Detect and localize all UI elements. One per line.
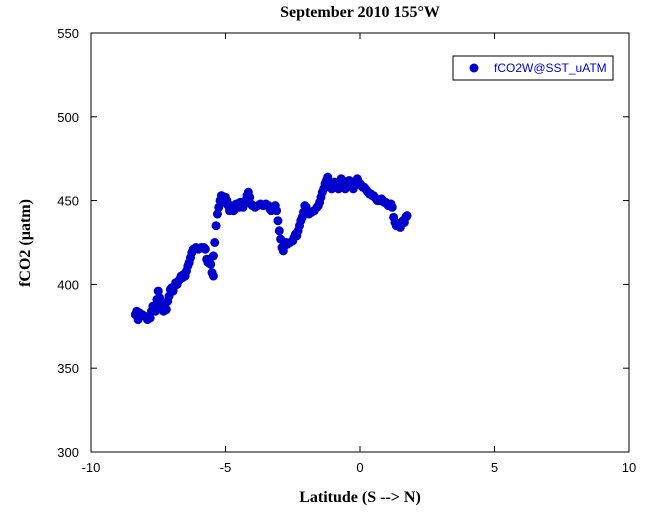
data-point (387, 202, 397, 212)
data-point (212, 209, 222, 219)
axis-ticks: -10 -5 0 5 10 300 350 400 450 500 550 (57, 26, 636, 475)
data-point (151, 306, 161, 316)
data-point (274, 226, 284, 236)
y-tick-label: 450 (57, 194, 79, 209)
legend: fCO2W@SST_uATM (452, 55, 614, 81)
x-tick-label: 5 (491, 460, 498, 475)
data-point (272, 206, 282, 216)
chart-title: September 2010 155°W (280, 4, 440, 21)
legend-marker (469, 63, 479, 73)
data-point (210, 238, 220, 247)
data-point (211, 221, 221, 231)
plot-frame (90, 32, 630, 453)
data-point (153, 286, 163, 296)
y-axis-label: fCO2 (µatm) (17, 199, 34, 287)
data-point (208, 251, 218, 261)
y-tick-label: 350 (57, 361, 79, 376)
y-tick-label: 400 (57, 277, 79, 292)
y-tick-label: 300 (57, 445, 79, 460)
x-axis-label: Latitude (S --> N) (299, 489, 421, 506)
data-point (402, 211, 412, 221)
x-tick-label: -5 (220, 460, 232, 475)
data-point (161, 305, 171, 315)
x-tick-label: 0 (356, 460, 363, 475)
data-point (200, 244, 210, 254)
data-point (206, 259, 216, 269)
data-point (208, 271, 218, 281)
y-tick-label: 500 (57, 110, 79, 125)
x-tick-label: 10 (622, 460, 636, 475)
legend-label: fCO2W@SST_uATM (494, 61, 607, 75)
data-point (245, 192, 255, 202)
x-tick-label: -10 (82, 460, 101, 475)
legend-box (452, 55, 614, 81)
data-point (145, 313, 155, 323)
data-point (155, 293, 165, 303)
data-point (273, 216, 283, 226)
data-points (130, 172, 412, 325)
y-tick-label: 550 (57, 26, 79, 41)
